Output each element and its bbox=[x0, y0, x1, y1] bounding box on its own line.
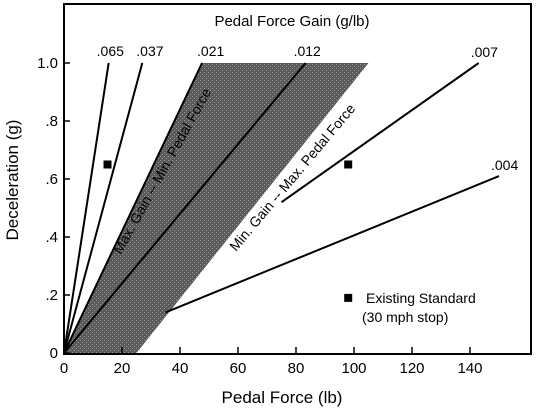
shaded-region bbox=[64, 63, 369, 353]
x-tick-label-5: 100 bbox=[341, 360, 366, 377]
standard-marker-1 bbox=[344, 160, 353, 169]
legend-label: Existing Standard bbox=[366, 290, 476, 306]
x-tick-label-1: 20 bbox=[114, 360, 131, 377]
y-tick-label-1: .2 bbox=[45, 287, 58, 304]
gain-label-1: .037 bbox=[136, 43, 163, 59]
x-tick-label-6: 120 bbox=[399, 360, 424, 377]
standard-marker-2 bbox=[344, 293, 353, 302]
y-tick-label-3: .6 bbox=[45, 171, 58, 188]
x-tick-label-3: 60 bbox=[230, 360, 247, 377]
y-tick-label-5: 1.0 bbox=[37, 55, 58, 72]
legend-sublabel: (30 mph stop) bbox=[362, 309, 448, 325]
standard-marker-0 bbox=[103, 160, 112, 169]
x-tick-label-2: 40 bbox=[172, 360, 189, 377]
gain-label-3: .012 bbox=[294, 43, 321, 59]
x-tick-label-0: 0 bbox=[60, 360, 68, 377]
gain-label-2: .021 bbox=[197, 43, 224, 59]
gain-label-0: .065 bbox=[97, 43, 124, 59]
y-tick-label-4: .8 bbox=[45, 113, 58, 130]
gain-line-1 bbox=[64, 62, 144, 354]
x-axis-label: Pedal Force (lb) bbox=[222, 388, 343, 407]
gain-label-4: .007 bbox=[471, 44, 498, 60]
gain-label-5: .004 bbox=[491, 157, 518, 173]
gain-line-4 bbox=[280, 62, 480, 204]
gain-line-5 bbox=[165, 175, 500, 314]
gain-line-0 bbox=[64, 62, 110, 354]
gain-line-3 bbox=[64, 62, 307, 354]
x-tick-label-7: 140 bbox=[457, 360, 482, 377]
y-tick-label-0: 0 bbox=[50, 345, 58, 362]
y-tick-label-2: .4 bbox=[45, 229, 58, 246]
y-axis-label: Deceleration (g) bbox=[3, 120, 22, 241]
x-tick-label-4: 80 bbox=[288, 360, 305, 377]
chart-title: Pedal Force Gain (g/lb) bbox=[214, 13, 369, 30]
gain-line-2 bbox=[64, 62, 203, 354]
